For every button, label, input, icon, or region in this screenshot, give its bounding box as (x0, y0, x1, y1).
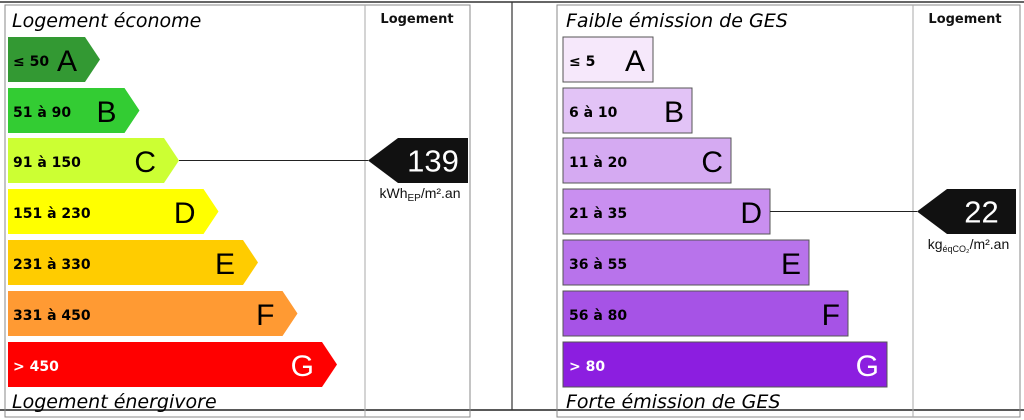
ges-value: 22 (964, 195, 998, 230)
ges-class-b: 6 à 10 B (562, 87, 693, 134)
ges-top-label: Faible émission de GES (566, 10, 788, 32)
class-letter: A (57, 45, 77, 78)
energy-bottom-label: Logement énergivore (12, 391, 217, 413)
class-letter: E (215, 248, 235, 281)
energy-bar (8, 240, 258, 285)
energy-class-f: 331 à 450 F (8, 291, 298, 336)
class-range: 56 à 80 (569, 308, 627, 324)
ges-frame (556, 4, 1021, 418)
ges-class-c: 11 à 20 C (562, 137, 732, 184)
class-letter: E (781, 248, 801, 281)
ges-bar (562, 36, 654, 83)
class-letter: C (701, 146, 723, 179)
class-range: 231 à 330 (13, 257, 91, 273)
ges-bar (562, 137, 732, 184)
ges-bar (562, 341, 888, 388)
ges-value-arrow (917, 189, 1016, 234)
ges-indicator: 22 kgéqCO₂/m².an (770, 189, 1016, 254)
energy-class-e: 231 à 330 E (8, 240, 258, 285)
class-range: 36 à 55 (569, 257, 627, 273)
ges-bottom-label: Forte émission de GES (566, 391, 780, 413)
class-range: > 80 (569, 359, 605, 375)
class-letter: D (174, 197, 196, 230)
energy-bar (8, 291, 298, 336)
class-range: 6 à 10 (569, 105, 618, 121)
class-letter: D (740, 197, 762, 230)
ges-unit: kgéqCO₂/m².an (928, 236, 1010, 254)
ges-class-f: 56 à 80 F (562, 290, 849, 337)
energy-class-b: 51 à 90 B (8, 88, 140, 133)
class-range: ≤ 50 (13, 54, 49, 70)
class-range: > 450 (13, 359, 59, 375)
ges-bar (562, 87, 693, 134)
energy-bar (8, 138, 179, 183)
ges-bar (562, 290, 849, 337)
energy-indicator: 139 kWhEP/m².an (179, 138, 468, 204)
class-letter: G (291, 350, 314, 383)
class-letter: F (256, 299, 274, 332)
ges-class-a: ≤ 5 A (562, 36, 654, 83)
energy-class-d: 151 à 230 D (8, 189, 219, 234)
ges-class-g: > 80 G (562, 341, 888, 388)
energy-value-arrow (368, 138, 468, 183)
ges-class-e: 36 à 55 E (562, 239, 810, 286)
ges-column-header: Logement (928, 12, 1001, 27)
energy-bar (8, 37, 100, 82)
class-range: 151 à 230 (13, 206, 91, 222)
energy-scale: ≤ 50 A 51 à 90 B 91 à 150 C 151 à 230 D 231 à 33… (8, 37, 337, 387)
energy-class-c: 91 à 150 C (8, 138, 179, 183)
class-range: 91 à 150 (13, 155, 81, 171)
ges-bar (562, 239, 810, 286)
class-letter: F (822, 299, 840, 332)
energy-unit: kWhEP/m².an (379, 185, 460, 204)
class-letter: B (664, 96, 684, 129)
ges-scale: ≤ 5 A 6 à 10 B 11 à 20 C 21 à 35 D 36 à 55 E 56 à … (562, 36, 888, 388)
class-range: 51 à 90 (13, 105, 71, 121)
class-letter: B (96, 96, 116, 129)
energy-class-a: ≤ 50 A (8, 37, 100, 82)
class-range: 11 à 20 (569, 155, 627, 171)
energy-top-label: Logement économe (12, 10, 201, 32)
class-range: 331 à 450 (13, 308, 91, 324)
energy-bar (8, 88, 140, 133)
class-range: 21 à 35 (569, 206, 627, 222)
energy-value: 139 (407, 144, 459, 179)
energy-class-g: > 450 G (8, 342, 337, 387)
energy-frame (4, 4, 471, 418)
energy-bar (8, 189, 219, 234)
ges-class-d: 21 à 35 D (562, 188, 771, 235)
energy-column-header: Logement (380, 12, 453, 27)
class-range: ≤ 5 (569, 54, 595, 70)
class-letter: G (856, 350, 879, 383)
class-letter: A (625, 45, 645, 78)
energy-bar (8, 342, 337, 387)
class-letter: C (134, 146, 156, 179)
